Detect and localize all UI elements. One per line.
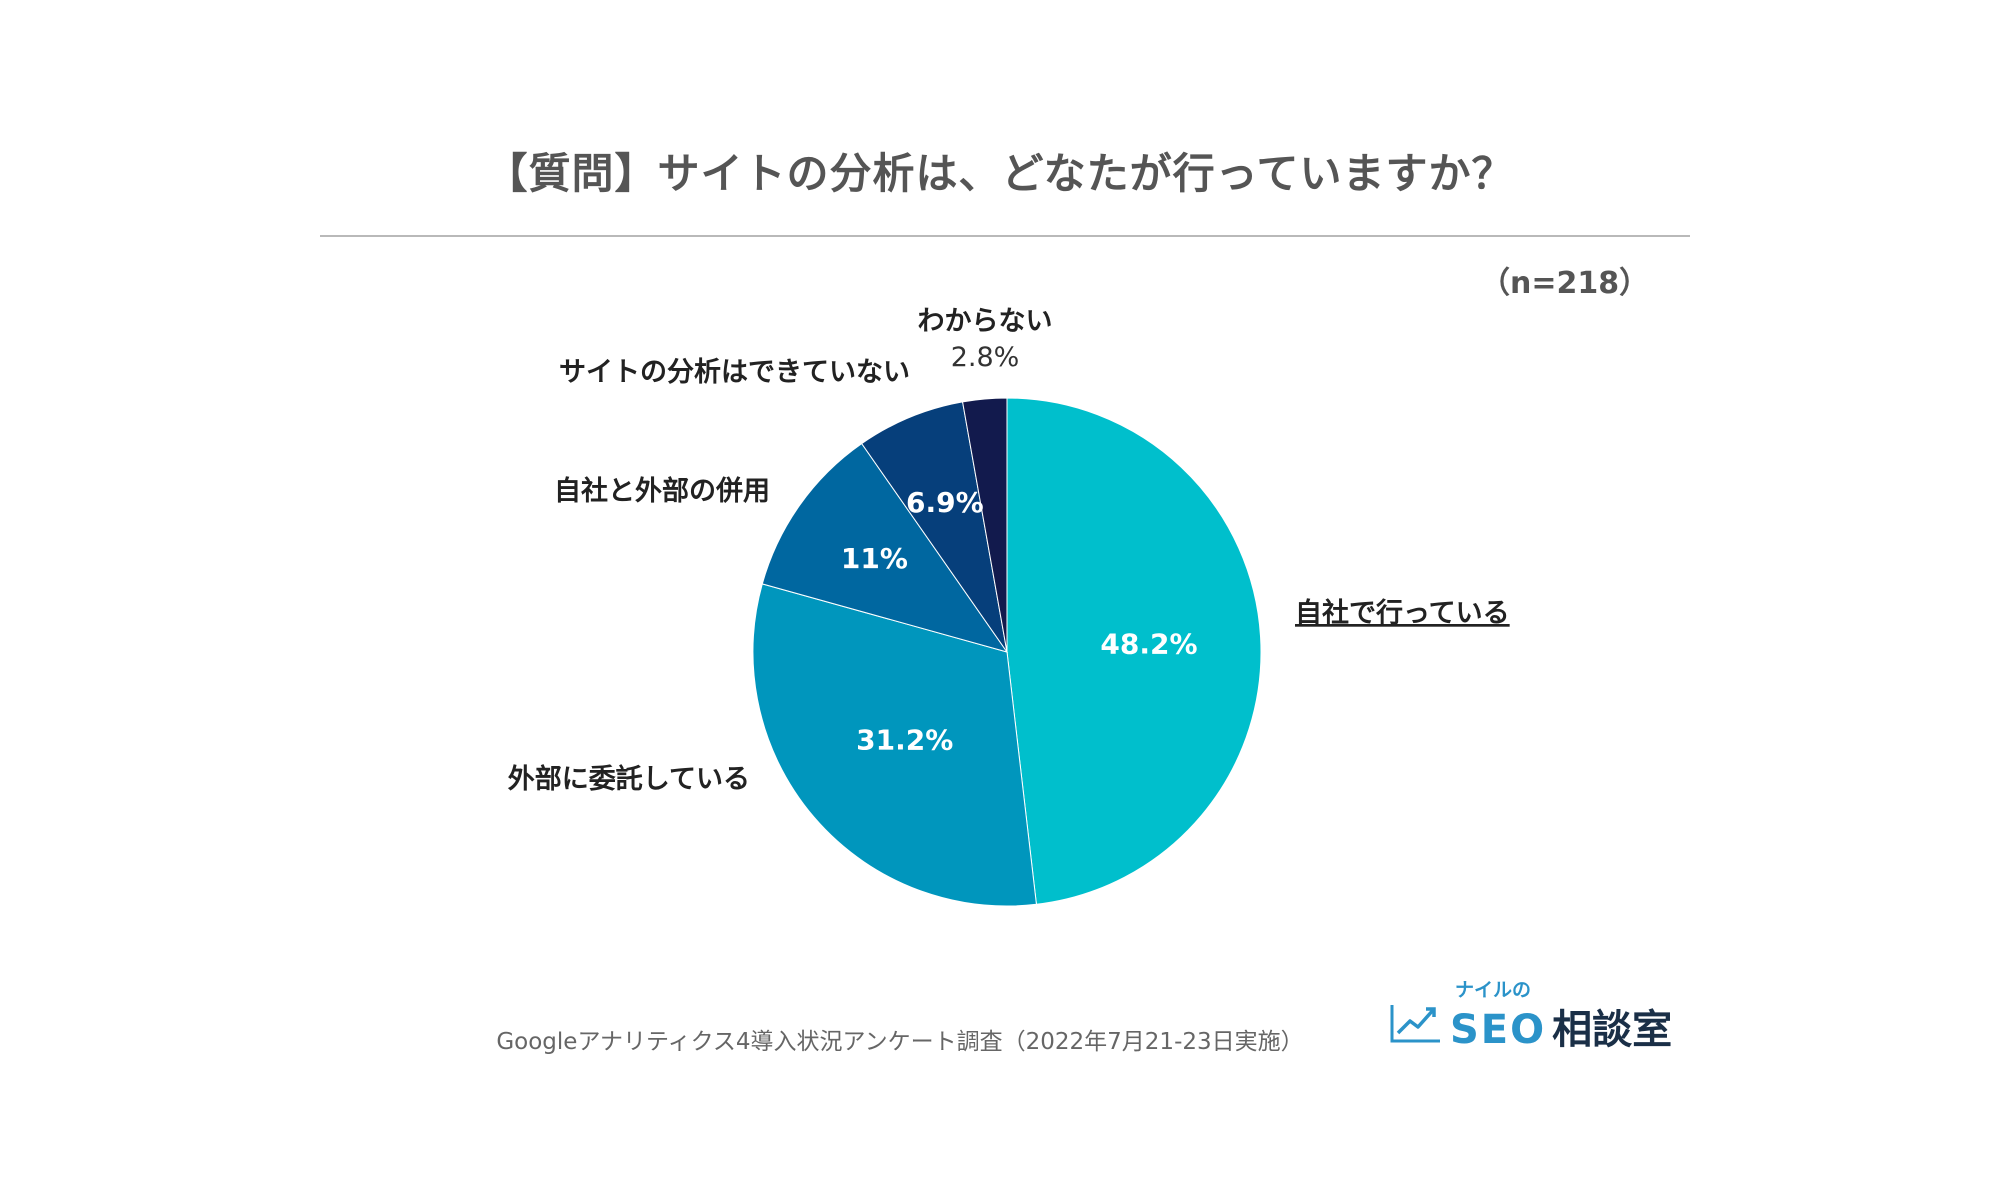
survey-source-footnote: Googleアナリティクス4導入状況アンケート調査（2022年7月21-23日実… (496, 1029, 1304, 1055)
pie-slices (752, 397, 1262, 907)
pie-slice (1006, 397, 1262, 905)
pie-value-label: 2.8% (951, 342, 1020, 373)
brand-subtitle: ナイルの (1455, 979, 1532, 1001)
trend-chart-icon (1390, 1005, 1440, 1043)
pie-value-labels: 48.2% 31.2% 11% 6.9% (841, 486, 1198, 757)
pie-slice (861, 401, 1008, 653)
pie-value-label: 31.2% (856, 724, 953, 757)
brand-name: SEO 相談室 (1450, 997, 1672, 1055)
pie-value-label: 6.9% (906, 486, 984, 519)
title-divider (320, 235, 1690, 237)
pie-category-label: サイトの分析はできていない (559, 357, 910, 388)
pie-value-label: 48.2% (1100, 628, 1197, 661)
pie-category-label: 外部に委託している (508, 763, 750, 795)
pie-slice (761, 442, 1009, 653)
pie-category-label: 自社で行っている (1295, 597, 1510, 629)
chart-title: 【質問】サイトの分析は、どなたが行っていますか？ (485, 149, 1515, 198)
brand-suffix: 相談室 (1552, 1007, 1673, 1053)
brand-seo: SEO (1450, 1007, 1547, 1053)
pie-slice (752, 583, 1037, 907)
pie-category-label: 自社と外部の併用 (554, 475, 770, 507)
brand-logo: ナイルの SEO 相談室 (1390, 975, 1672, 1055)
pie-value-label: 11% (841, 542, 908, 575)
pie-slice (962, 397, 1008, 653)
pie-category-label: わからない (918, 306, 1053, 337)
